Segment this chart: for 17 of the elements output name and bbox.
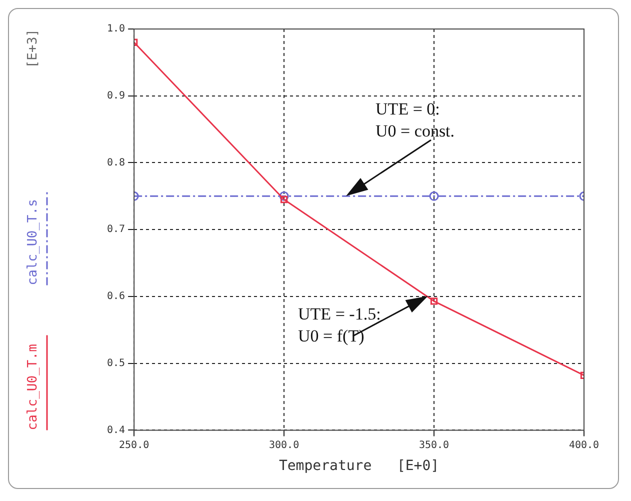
x-tick-label: 400.0 <box>568 440 600 451</box>
x-tick-label: 250.0 <box>119 440 150 451</box>
y-tick-label: 0.4 <box>107 424 126 436</box>
y-tick-label: 0.7 <box>107 224 126 236</box>
y-tick-label: 0.9 <box>107 90 126 102</box>
x-axis-title: Temperature [E+0] <box>278 458 440 474</box>
annotation: UTE = 0: U0 = const. <box>376 99 455 140</box>
text: calc_U0_T.s <box>25 199 40 286</box>
text: calc_U0_T.m <box>25 344 40 430</box>
y-tick-label: 0.8 <box>107 157 126 168</box>
y-tick-label: 0.5 <box>107 358 126 369</box>
y-tick-label: 0.6 <box>107 291 126 302</box>
y-tick-label: 1.0 <box>107 24 126 35</box>
text: [E+3] <box>25 29 40 68</box>
x-tick-label: 350.0 <box>418 440 450 451</box>
annotation: UTE = -1.5: U0 = f(T) <box>298 304 381 346</box>
x-tick-label: 300.0 <box>268 440 300 451</box>
